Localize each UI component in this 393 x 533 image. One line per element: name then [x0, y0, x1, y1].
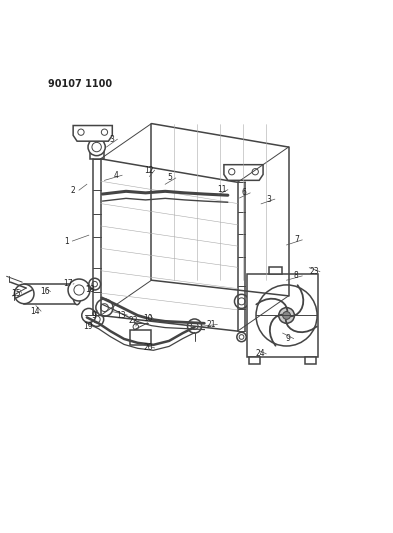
Text: 8: 8 — [294, 271, 299, 280]
Circle shape — [237, 332, 246, 342]
Text: 11: 11 — [217, 185, 227, 194]
Text: 14: 14 — [30, 306, 40, 316]
Bar — [268, 267, 282, 274]
Bar — [90, 150, 104, 159]
Text: 12: 12 — [144, 166, 154, 175]
Text: 17: 17 — [63, 279, 73, 288]
Text: 10: 10 — [143, 314, 152, 324]
Text: 15: 15 — [11, 289, 20, 297]
Text: 21: 21 — [207, 320, 216, 329]
Text: 5: 5 — [167, 174, 172, 182]
Bar — [248, 274, 318, 357]
Text: 4: 4 — [114, 171, 119, 180]
Bar — [250, 357, 260, 364]
Circle shape — [96, 299, 113, 316]
Circle shape — [15, 284, 34, 304]
Text: 13: 13 — [116, 311, 126, 320]
Circle shape — [283, 311, 290, 319]
Circle shape — [88, 139, 105, 156]
Text: 19: 19 — [83, 322, 92, 332]
Ellipse shape — [73, 283, 81, 305]
Text: 2: 2 — [71, 185, 75, 195]
Text: 9: 9 — [285, 334, 290, 343]
Text: 3: 3 — [109, 135, 114, 144]
Text: 90107 1100: 90107 1100 — [48, 79, 112, 90]
Circle shape — [82, 309, 96, 322]
Circle shape — [90, 312, 104, 326]
Text: 16: 16 — [40, 287, 50, 296]
Circle shape — [256, 285, 317, 346]
Circle shape — [89, 278, 101, 290]
Bar — [305, 357, 316, 364]
Circle shape — [235, 294, 249, 309]
Text: 18: 18 — [85, 285, 95, 294]
Circle shape — [279, 308, 294, 324]
Circle shape — [187, 319, 202, 333]
Text: 1: 1 — [64, 237, 69, 246]
Text: 9: 9 — [92, 311, 96, 320]
Text: 23: 23 — [309, 267, 319, 276]
Text: 22: 22 — [128, 316, 138, 325]
Polygon shape — [224, 165, 263, 180]
Text: 7: 7 — [294, 236, 299, 244]
Text: 20: 20 — [144, 343, 154, 352]
Bar — [130, 330, 151, 345]
Polygon shape — [24, 284, 75, 304]
Text: 6: 6 — [242, 188, 247, 197]
Polygon shape — [73, 125, 112, 141]
Text: 3: 3 — [266, 195, 272, 204]
Circle shape — [68, 279, 90, 301]
Text: 24: 24 — [255, 349, 265, 358]
